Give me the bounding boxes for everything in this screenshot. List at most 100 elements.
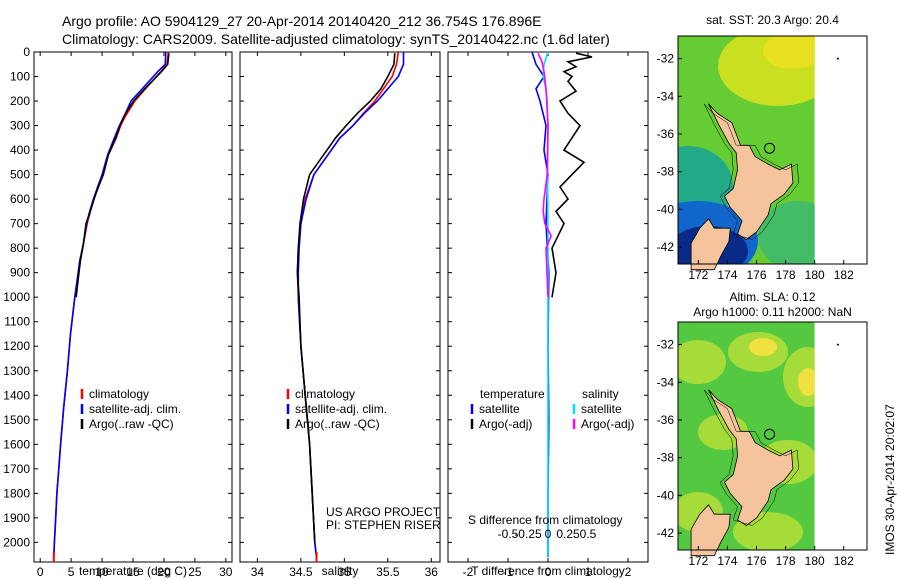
depth-tick-label: 200 bbox=[10, 94, 30, 108]
diff-legend-label: satellite bbox=[581, 402, 622, 416]
depth-tick-label: 1300 bbox=[3, 364, 30, 378]
temperature-profile-legend-label: climatology bbox=[89, 387, 149, 401]
temperature-profile-xtick-label: 5 bbox=[68, 565, 75, 579]
map1-field bbox=[678, 36, 815, 264]
difference-profile-series-line bbox=[551, 52, 593, 298]
depth-tick-label: 1900 bbox=[3, 511, 30, 525]
depth-tick-label: 1700 bbox=[3, 462, 30, 476]
depth-tick-label: 1600 bbox=[3, 437, 30, 451]
map2-ytick-label: -38 bbox=[657, 451, 675, 465]
depth-contour bbox=[703, 103, 799, 240]
depth-tick-label: 800 bbox=[10, 241, 30, 255]
diff-legend-label: Argo(-adj) bbox=[581, 417, 634, 431]
map1-xtick-label: 178 bbox=[776, 268, 796, 282]
island-dot bbox=[836, 343, 839, 346]
figure-title-line1: Argo profile: AO 5904129_27 20-Apr-2014 … bbox=[62, 13, 542, 29]
temperature-profile-xtick-label: 15 bbox=[126, 565, 140, 579]
project-annotation: US ARGO PROJECT bbox=[326, 505, 441, 519]
map2-group: 172 174 176 178 180 182 -32 -34 -36 -38 -40 -42 Alti… bbox=[657, 290, 868, 568]
map1-xtick-label: 172 bbox=[688, 268, 708, 282]
diff-x2tick-label: -0.5 bbox=[498, 527, 519, 541]
depth-tick-label: 500 bbox=[10, 168, 30, 182]
temperature-profile-legend-label: satellite-adj. clim. bbox=[89, 402, 181, 416]
temperature-profile-frame bbox=[33, 51, 233, 563]
salinity-profile-xtick-label: 34.5 bbox=[289, 565, 313, 579]
map2-xtick-label: 172 bbox=[688, 554, 708, 568]
map1-xtick-label: 174 bbox=[717, 268, 737, 282]
map1-xtick-label: 180 bbox=[805, 268, 825, 282]
diff-legend-label: satellite bbox=[479, 402, 520, 416]
map1-frame bbox=[677, 35, 868, 265]
depth-tick-label: 300 bbox=[10, 119, 30, 133]
salinity-profile-xtick-label: 34 bbox=[251, 565, 265, 579]
map1-title: sat. SST: 20.3 Argo: 20.4 bbox=[706, 13, 839, 27]
map1-ytick-label: -38 bbox=[657, 165, 675, 179]
difference-profile-series-line bbox=[537, 52, 553, 298]
temperature-profile-xlabel: temperature (deg C) bbox=[79, 564, 187, 578]
sla-high-blob bbox=[749, 338, 777, 356]
map2-frame bbox=[677, 321, 868, 551]
island-dot bbox=[836, 57, 839, 60]
map2-ytick-label: -32 bbox=[657, 338, 675, 352]
map2-xtick-label: 182 bbox=[834, 554, 854, 568]
depth-tick-label: 700 bbox=[10, 217, 30, 231]
map1-xtick-label: 182 bbox=[834, 268, 854, 282]
depth-tick-label: 1200 bbox=[3, 339, 30, 353]
depth-tick-label: 1000 bbox=[3, 290, 30, 304]
salinity-profile-xtick-label: 35 bbox=[338, 565, 352, 579]
diff-x2tick-label: -0.25 bbox=[514, 527, 542, 541]
sla-high-blob bbox=[798, 368, 815, 396]
depth-tick-label: 1400 bbox=[3, 388, 30, 402]
map2-ytick-label: -36 bbox=[657, 413, 675, 427]
depth-tick-label: 1100 bbox=[4, 315, 30, 329]
depth-tick-label: 0 bbox=[23, 45, 30, 59]
depth-tick-label: 100 bbox=[10, 70, 30, 84]
map2-ytick-label: -42 bbox=[657, 526, 675, 540]
map2-xtick-label: 176 bbox=[746, 554, 766, 568]
sst-warm-core bbox=[763, 36, 815, 69]
figure-title-line2: Climatology: CARS2009. Satellite-adjuste… bbox=[62, 31, 610, 47]
map2-ytick-label: -34 bbox=[657, 375, 675, 389]
salinity-profile-xlabel: salinity bbox=[322, 564, 359, 578]
salinity-profile-series-line bbox=[296, 53, 396, 543]
map2-xtick-label: 178 bbox=[776, 554, 796, 568]
sst-east-patch bbox=[758, 201, 815, 264]
salinity-profile-frame bbox=[239, 51, 441, 563]
diff-x2tick-label: 0 bbox=[545, 527, 552, 541]
map2-xtick-label: 174 bbox=[717, 554, 737, 568]
salinity-profile-legend-label: Argo(..raw -QC) bbox=[295, 417, 380, 431]
map1-ytick-label: -42 bbox=[657, 240, 675, 254]
temperature-profile-xtick-label: 0 bbox=[37, 565, 44, 579]
difference-profile-xtick-label: 2 bbox=[625, 565, 632, 579]
difference-profile-xtick-label: -1 bbox=[503, 565, 514, 579]
salinity-profile-xtick-label: 36 bbox=[425, 565, 439, 579]
diff-x2tick-label: 0.25 bbox=[556, 527, 580, 541]
map1-ytick-label: -34 bbox=[657, 89, 675, 103]
south-island-land bbox=[690, 218, 731, 271]
diff-x2tick-label: 0.5 bbox=[580, 527, 597, 541]
difference-profile-xtick-label: 0 bbox=[545, 565, 552, 579]
depth-tick-label: 900 bbox=[10, 266, 30, 280]
salinity-profile-legend-label: satellite-adj. clim. bbox=[295, 402, 387, 416]
map2-xtick-label: 180 bbox=[805, 554, 825, 568]
diff-legend-label: Argo(-adj) bbox=[479, 417, 532, 431]
map1-ytick-label: -36 bbox=[657, 127, 675, 141]
footer-timestamp: IMOS 30-Apr-2014 20:02:07 bbox=[883, 404, 897, 555]
depth-tick-label: 400 bbox=[10, 143, 30, 157]
difference-profile-xlabel: T difference from climatology bbox=[471, 564, 625, 578]
map1-group: 172 174 176 178 180 182 -32 -34 -36 -38 -40 -42 sat.… bbox=[657, 13, 868, 282]
map2-title-line2: Argo h1000: 0.11 h2000: NaN bbox=[693, 305, 852, 319]
map1-ytick-label: -32 bbox=[657, 52, 675, 66]
temperature-profile-series-line bbox=[75, 53, 170, 298]
diff-x2label: S difference from climatology bbox=[468, 513, 623, 527]
diff-legend-title-salinity: salinity bbox=[582, 387, 619, 401]
depth-tick-label: 1800 bbox=[3, 486, 30, 500]
map1-xtick-label: 176 bbox=[746, 268, 766, 282]
salinity-profile-legend-label: climatology bbox=[295, 387, 355, 401]
difference-profile-xtick-label: -2 bbox=[463, 565, 474, 579]
depth-tick-label: 2000 bbox=[3, 535, 30, 549]
diff-legend-title-temperature: temperature bbox=[480, 387, 545, 401]
argo-location-marker bbox=[764, 428, 776, 440]
argo-location-marker bbox=[764, 142, 776, 154]
map2-title-line1: Altim. SLA: 0.12 bbox=[729, 290, 815, 304]
